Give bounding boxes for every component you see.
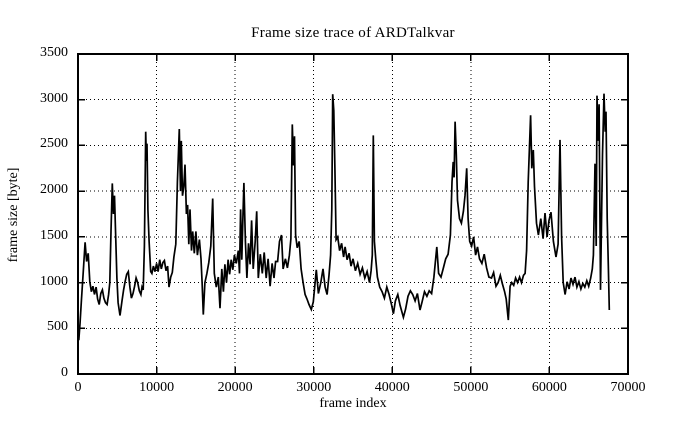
y-tick-label: 2500 [40, 136, 68, 152]
y-tick-label: 0 [61, 365, 68, 380]
x-tick-label: 10000 [139, 380, 175, 395]
chart-title: Frame size trace of ARDTalkvar [251, 25, 455, 41]
x-tick-label: 60000 [531, 380, 567, 395]
data-trace [77, 93, 611, 341]
y-tick-label: 3500 [40, 45, 68, 60]
y-tick-label: 2000 [40, 182, 68, 198]
x-tick-label: 20000 [217, 380, 253, 395]
x-tick-label: 30000 [296, 380, 332, 395]
y-tick-label: 1000 [40, 273, 68, 289]
y-tick-label: 500 [47, 319, 68, 335]
x-tick-label: 70000 [610, 380, 646, 395]
x-axis-label: frame index [319, 396, 387, 411]
x-tick-label: 40000 [374, 380, 410, 395]
y-tick-label: 1500 [40, 227, 68, 243]
y-tick-label: 3000 [40, 90, 68, 106]
y-axis-label: frame size [byte] [6, 167, 21, 263]
x-tick-label: 0 [74, 380, 82, 395]
x-tick-label: 50000 [453, 380, 489, 395]
plot-border [77, 53, 629, 375]
gridlines [78, 54, 628, 374]
